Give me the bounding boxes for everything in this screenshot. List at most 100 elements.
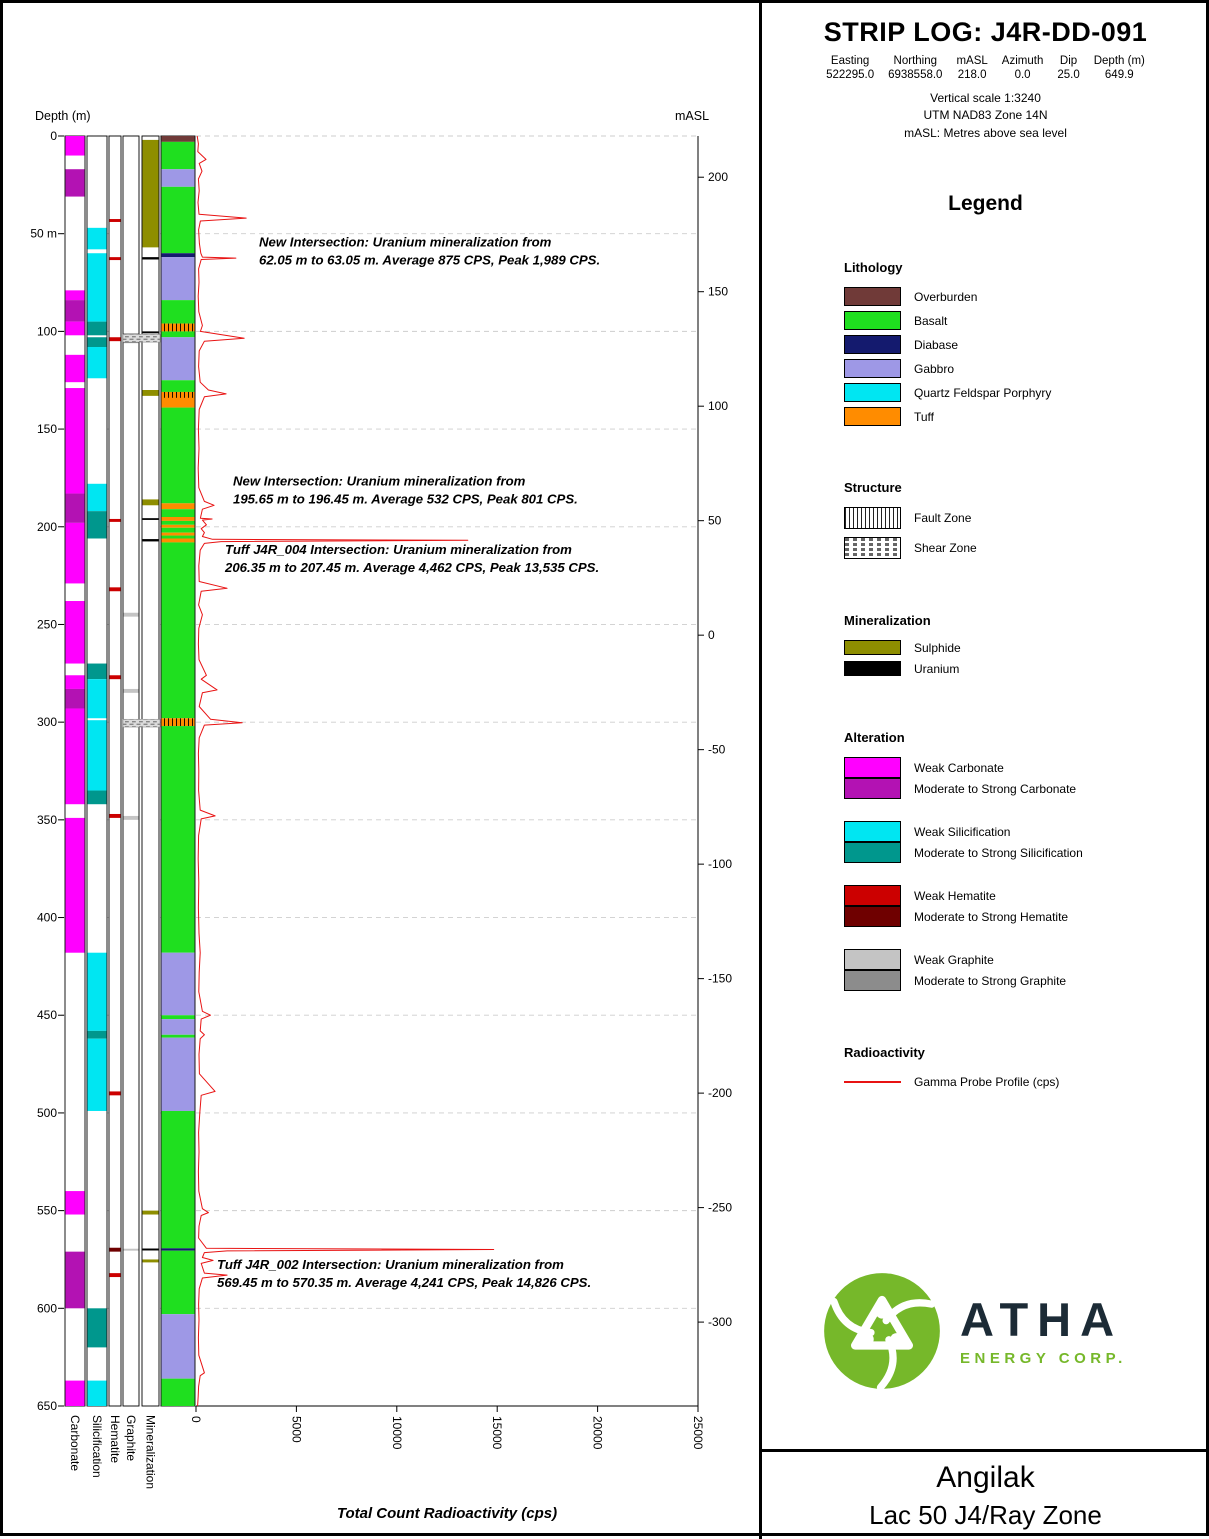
lith-basalt (161, 527, 195, 533)
legend-item-label: Tuff (914, 409, 935, 424)
gamma-trace (196, 135, 495, 1407)
interval-hematite_weak (109, 587, 121, 592)
interval-silicification_strong (87, 1308, 107, 1348)
interval-hematite_strong (109, 1247, 121, 1252)
legend-item: Overburden (844, 287, 1209, 307)
interval-carbonate_weak (65, 290, 85, 301)
collar-header: Dip (1059, 55, 1078, 67)
legend-item: Basalt (844, 311, 1209, 331)
lith-tuff (161, 524, 195, 528)
depth-axis: Depth (m) 0 50 m 100 150 200 250 300 350 400 450 50… (30, 109, 90, 1413)
lith-diabase (161, 253, 195, 258)
interval-silicification_strong (87, 337, 107, 348)
interval-carbonate_weak (65, 354, 85, 383)
interval-uranium (142, 539, 159, 542)
intersection-annotations: New Intersection: Uranium mineralization… (217, 234, 600, 1290)
shear-zone (122, 334, 161, 343)
interval-silicification_strong (87, 321, 107, 336)
interval-carbonate_weak (65, 708, 85, 805)
collar-header: Northing (893, 55, 938, 67)
interval-carbonate_weak (65, 817, 85, 953)
color-swatch (844, 383, 901, 403)
collar-header: Easting (830, 55, 870, 67)
masl-tick-label: -300 (708, 1315, 732, 1329)
lith-basalt (161, 1110, 195, 1249)
color-swatch (844, 640, 901, 656)
strip-log-svg: Depth (m) 0 50 m 100 150 200 250 300 350 400 450 50… (30, 109, 732, 1522)
gamma-tick-label: 5000 (289, 1416, 303, 1443)
depth-tick-label: 350 (37, 813, 57, 827)
depth-tick-label: 300 (37, 715, 57, 729)
lith-gabbro (161, 1037, 195, 1111)
interval-graphite_weak (123, 612, 139, 617)
legend-item: Weak Silicification (844, 821, 1209, 843)
legend-item-label: Weak Hematite (914, 888, 996, 903)
depth-tick-label: 0 (50, 129, 57, 143)
legend-item: Gamma Probe Profile (cps) (844, 1072, 1209, 1092)
color-swatch (844, 335, 901, 355)
legend-item: Moderate to Strong Hematite (844, 906, 1209, 928)
annotation-text: Tuff J4R_004 Intersection: Uranium miner… (225, 542, 572, 557)
legend-item-label: Gamma Probe Profile (cps) (914, 1074, 1060, 1089)
color-swatch (844, 778, 901, 800)
legend-item: Sulphide (844, 640, 1209, 656)
color-swatch (844, 821, 901, 843)
color-swatch (844, 757, 901, 779)
lith-basalt (161, 520, 195, 525)
gamma-tick-label: 20000 (591, 1416, 605, 1450)
fault-zone (161, 391, 195, 398)
legend-item-label: Weak Carbonate (914, 760, 1004, 775)
collar-value: 649.9 (1104, 69, 1134, 81)
lith-gabbro (161, 1314, 195, 1379)
column-label-graphite: Graphite (124, 1415, 138, 1461)
lith-basalt (161, 542, 195, 719)
depth-tick-label: 100 (37, 324, 57, 338)
lith-basalt (161, 1015, 195, 1020)
legend-item: Gabbro (844, 359, 1209, 379)
annotation-text: New Intersection: Uranium mineralization… (233, 474, 526, 489)
depth-tick-label: 200 (37, 520, 57, 534)
lith-gabbro (161, 952, 195, 1016)
legend-group: Weak Carbonate Moderate to Strong Carbona… (844, 757, 1209, 800)
interval-carbonate_weak (65, 1191, 85, 1215)
lith-basalt (161, 1378, 195, 1406)
lith-basalt (161, 331, 195, 338)
color-swatch (844, 906, 901, 928)
alteration-mineralization-columns (64, 135, 160, 1407)
lith-basalt (161, 1250, 195, 1315)
gamma-axis-title: Total Count Radioactivity (cps) (337, 1505, 557, 1522)
color-swatch (844, 885, 901, 907)
lith-basalt (161, 380, 195, 392)
collar-header: mASL (956, 55, 988, 67)
legend-section-radioactivity: Radioactivity Gamma Probe Profile (cps) (844, 1045, 1209, 1092)
zone-name: Lac 50 J4/Ray Zone (869, 1500, 1102, 1530)
color-swatch (844, 661, 901, 677)
annotation-text: Tuff J4R_002 Intersection: Uranium miner… (217, 1257, 564, 1272)
depth-tick-label: 500 (37, 1106, 57, 1120)
interval-carbonate_weak (65, 136, 85, 156)
masl-tick-label: -250 (708, 1201, 732, 1215)
interval-carbonate_strong (65, 300, 85, 322)
collar-value: 522295.0 (826, 69, 875, 81)
interval-carbonate_weak (65, 522, 85, 584)
legend-item-label: Moderate to Strong Silicification (914, 845, 1083, 860)
annotation-text: New Intersection: Uranium mineralization… (259, 234, 552, 249)
interval-graphite_weak (123, 1248, 139, 1251)
collar-value: 6938558.0 (888, 69, 943, 81)
interval-carbonate_strong (65, 1251, 85, 1309)
depth-tick-label: 400 (37, 911, 57, 925)
legend-item-label: Moderate to Strong Hematite (914, 909, 1069, 924)
color-swatch (844, 949, 901, 971)
legend-section-heading: Structure (844, 480, 902, 496)
interval-carbonate_strong (65, 493, 85, 523)
scale-notes: Vertical scale 1:3240 UTM NAD83 Zone 14N m… (762, 90, 1209, 142)
masl-tick-label: 0 (708, 628, 715, 642)
interval-silicification_weak (87, 720, 107, 791)
interval-carbonate_weak (65, 675, 85, 689)
legend-item-label: Uranium (914, 661, 960, 676)
depth-tick-label: 550 (37, 1204, 57, 1218)
legend-item-label: Moderate to Strong Graphite (914, 973, 1067, 988)
interval-hematite_weak (109, 1091, 121, 1096)
gamma-probe-profile (196, 135, 495, 1407)
